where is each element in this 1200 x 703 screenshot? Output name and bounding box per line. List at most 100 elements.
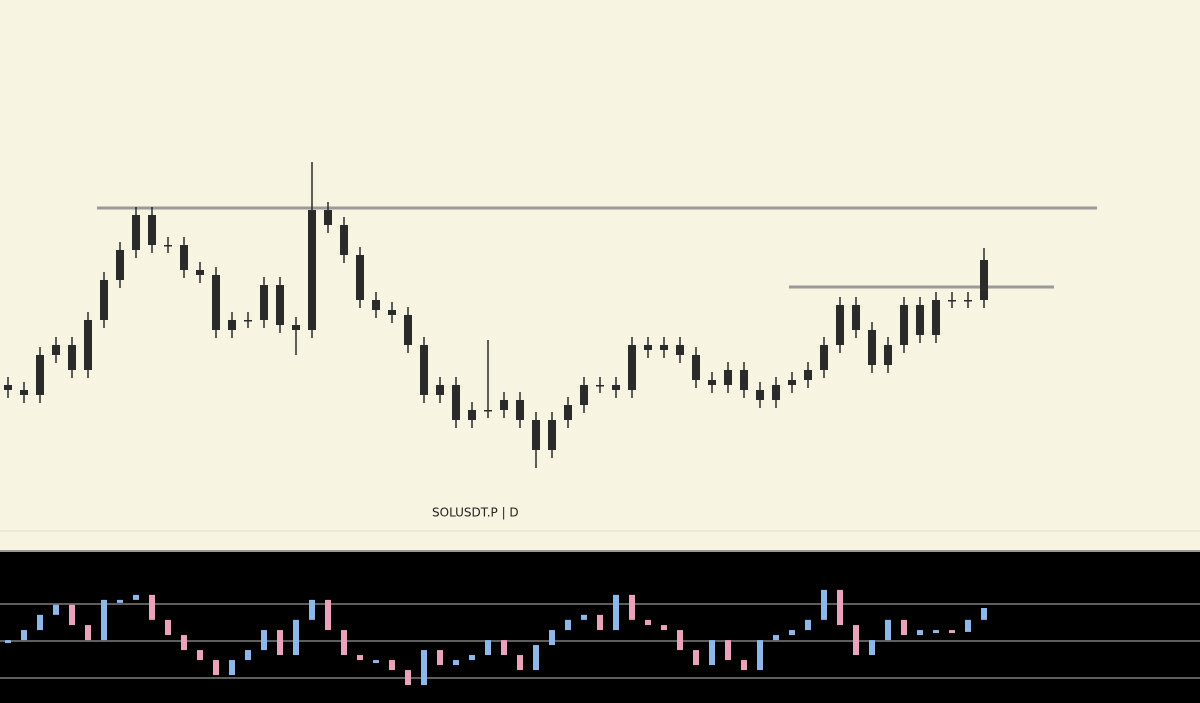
- oscillator-bar: [949, 630, 955, 634]
- candle-body: [500, 400, 508, 410]
- candle-body: [724, 370, 732, 385]
- oscillator-bar: [725, 640, 731, 661]
- candle-body: [804, 370, 812, 380]
- oscillator-bar: [597, 614, 603, 631]
- oscillator-bar: [453, 660, 459, 666]
- candle-body: [164, 245, 172, 247]
- candle-body: [820, 345, 828, 370]
- oscillator-bar: [117, 599, 123, 603]
- candle-body: [180, 245, 188, 270]
- candle-body: [100, 280, 108, 320]
- candle-body: [260, 285, 268, 320]
- oscillator-bar: [629, 594, 635, 620]
- oscillator-bar: [437, 650, 443, 666]
- candle-body: [436, 385, 444, 395]
- candle-body: [148, 215, 156, 245]
- oscillator-bar: [5, 640, 11, 644]
- oscillator-bar: [549, 630, 555, 646]
- candle-body: [52, 345, 60, 355]
- candle-body: [468, 410, 476, 420]
- oscillator-bar: [677, 630, 683, 651]
- oscillator-bar: [229, 660, 235, 676]
- oscillator-bar: [821, 589, 827, 620]
- candle-body: [276, 285, 284, 325]
- candle-body: [692, 355, 700, 380]
- oscillator-bar: [693, 650, 699, 666]
- oscillator-bar: [469, 655, 475, 661]
- oscillator-bar: [165, 619, 171, 636]
- candle-body: [868, 330, 876, 365]
- candle-body: [948, 300, 956, 302]
- oscillator-bar: [309, 599, 315, 620]
- candle-body: [20, 390, 28, 395]
- candle-body: [740, 370, 748, 390]
- candle-body: [708, 380, 716, 385]
- oscillator-bar: [69, 604, 75, 626]
- candle-body: [612, 385, 620, 390]
- candle-body: [836, 305, 844, 345]
- candle-body: [228, 320, 236, 330]
- candle-body: [964, 300, 972, 302]
- candle-body: [916, 305, 924, 335]
- oscillator-bar: [613, 594, 619, 631]
- oscillator-bar: [517, 655, 523, 671]
- oscillator-bar: [773, 635, 779, 641]
- oscillator-bar: [357, 655, 363, 661]
- oscillator-bar: [37, 614, 43, 631]
- oscillator-bar: [261, 630, 267, 651]
- oscillator-bar: [277, 630, 283, 656]
- candle-body: [772, 385, 780, 400]
- oscillator-bar: [789, 630, 795, 636]
- candle-body: [308, 210, 316, 330]
- oscillator-bar: [901, 619, 907, 636]
- oscillator-bar: [293, 619, 299, 656]
- candle-body: [420, 345, 428, 395]
- oscillator-bar: [581, 614, 587, 620]
- oscillator-bar: [485, 640, 491, 656]
- candle-body: [660, 345, 668, 350]
- candle-body: [340, 225, 348, 255]
- oscillator-bar: [133, 594, 139, 600]
- oscillator-bar: [933, 630, 939, 634]
- oscillator-bar: [325, 599, 331, 631]
- candle-body: [788, 380, 796, 385]
- candle-body: [596, 385, 604, 387]
- candle-body: [116, 250, 124, 280]
- candle-body: [884, 345, 892, 365]
- oscillator-bar: [85, 625, 91, 641]
- candle-body: [532, 420, 540, 450]
- candle-body: [548, 420, 556, 450]
- oscillator-bar: [101, 599, 107, 641]
- candle-body: [356, 255, 364, 300]
- price-pane: [0, 0, 1200, 551]
- oscillator-bar: [741, 660, 747, 671]
- oscillator-bar: [965, 619, 971, 632]
- oscillator-bar: [885, 619, 891, 641]
- oscillator-bar: [341, 630, 347, 656]
- candle-body: [484, 410, 492, 412]
- candle-body: [628, 345, 636, 390]
- candle-body: [404, 315, 412, 345]
- oscillator-bar: [245, 650, 251, 661]
- oscillator-bar: [213, 660, 219, 676]
- candle-body: [564, 405, 572, 420]
- oscillator-bar: [405, 670, 411, 686]
- candle-body: [68, 345, 76, 370]
- candle-body: [196, 270, 204, 275]
- candle-body: [756, 390, 764, 400]
- oscillator-bar: [149, 594, 155, 620]
- oscillator-bar: [373, 660, 379, 664]
- candle-body: [132, 215, 140, 250]
- candle-body: [932, 300, 940, 335]
- candle-body: [36, 355, 44, 395]
- candle-body: [84, 320, 92, 370]
- candle-body: [372, 300, 380, 310]
- candle-body: [900, 305, 908, 345]
- oscillator-bar: [645, 619, 651, 626]
- candle-body: [852, 305, 860, 330]
- chart-title: SOLUSDT.P | D: [432, 506, 519, 520]
- candle-body: [324, 210, 332, 225]
- oscillator-bar: [421, 650, 427, 686]
- candle-body: [452, 385, 460, 420]
